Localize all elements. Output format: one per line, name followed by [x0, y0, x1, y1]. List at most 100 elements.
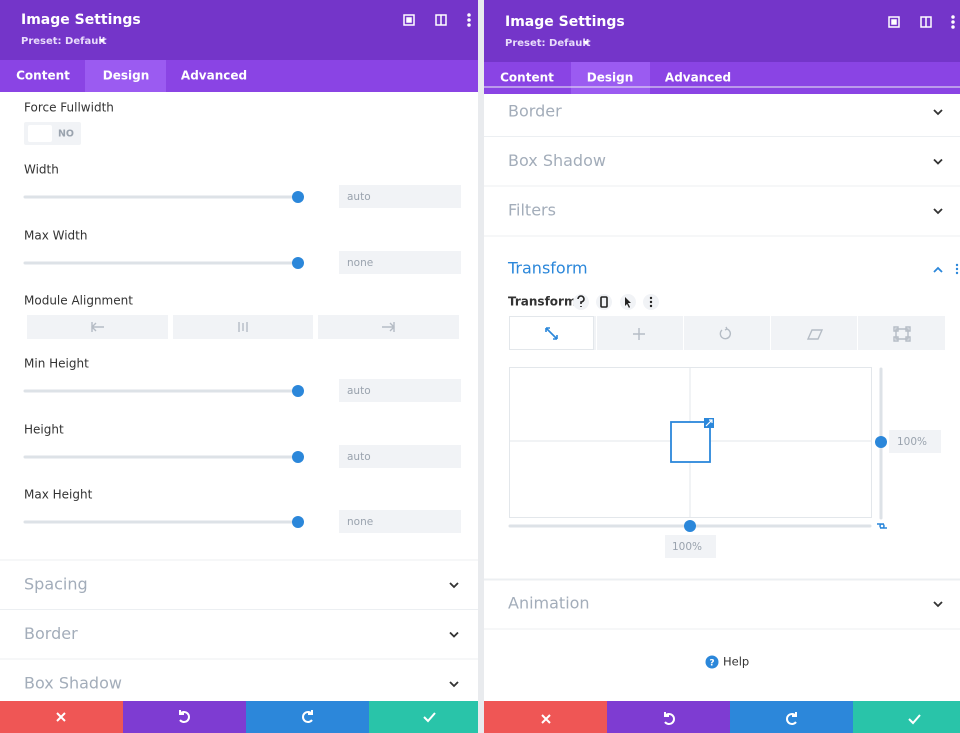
preset[interactable]: Preset: Default — [505, 38, 591, 49]
header-icons-part — [406, 17, 412, 23]
slider-knob[interactable] — [292, 385, 304, 397]
header-icons-part — [467, 23, 471, 27]
preset[interactable]: Preset: Default — [21, 36, 107, 47]
chevron-up[interactable] — [933, 266, 943, 273]
field-icons-part — [625, 297, 631, 308]
alignment-buttons-part — [238, 322, 248, 332]
active-tab — [571, 62, 650, 94]
undo-button[interactable] — [123, 701, 246, 733]
tab[interactable]: Design — [587, 71, 634, 85]
header-icons-part — [467, 18, 471, 22]
right-panel: Image Settings Preset: Default Content D… — [484, 0, 960, 94]
help-part — [705, 655, 719, 669]
scale-x-slider[interactable] — [508, 520, 872, 532]
transform-tabs-part — [633, 328, 645, 340]
alignment-buttons-part — [382, 322, 395, 332]
slider-knob[interactable] — [292, 516, 304, 528]
input-value: 100% — [897, 436, 927, 448]
section-title[interactable]: Border — [24, 624, 78, 643]
section-menu-part — [955, 267, 959, 271]
alignment-buttons[interactable] — [27, 315, 459, 339]
icon-undo — [179, 710, 190, 723]
header-icons-part — [951, 25, 955, 29]
section-title[interactable]: Animation — [508, 594, 590, 613]
section-menu[interactable] — [955, 263, 959, 275]
field-icons-part — [596, 294, 612, 310]
transform-tabs[interactable] — [509, 316, 945, 350]
tab-bar — [484, 62, 960, 94]
tab[interactable]: Advanced — [665, 71, 731, 85]
tab[interactable]: Design — [103, 69, 150, 83]
field-icons[interactable] — [573, 294, 659, 310]
input-value: auto — [347, 191, 371, 203]
header — [0, 0, 478, 60]
right-sections-bottom: Animation — [484, 578, 960, 630]
chevron[interactable] — [449, 631, 459, 638]
redo-button[interactable] — [730, 701, 853, 733]
tab[interactable]: Content — [500, 71, 554, 85]
slider-knob[interactable] — [292, 451, 304, 463]
toggle[interactable]: NO — [24, 122, 81, 145]
input[interactable] — [339, 185, 461, 208]
chevron[interactable] — [933, 109, 943, 116]
transform-tabs-part — [596, 316, 597, 350]
input[interactable] — [889, 430, 941, 453]
icon-check — [423, 712, 436, 723]
section-title[interactable]: Filters — [508, 201, 556, 220]
icon-redo — [302, 710, 313, 723]
section-title[interactable]: Box Shadow — [24, 674, 122, 693]
input[interactable] — [339, 251, 461, 274]
scale-x-slider-part — [684, 520, 696, 532]
scale-y-slider[interactable] — [875, 367, 887, 520]
tab[interactable]: Advanced — [181, 69, 247, 83]
save-button[interactable] — [369, 701, 478, 733]
input[interactable] — [339, 379, 461, 402]
slider-knob[interactable] — [292, 257, 304, 269]
redo-button[interactable] — [246, 701, 369, 733]
section-title[interactable]: Box Shadow — [508, 151, 606, 170]
alignment-buttons-part — [91, 322, 104, 332]
section-title[interactable]: Border — [508, 102, 562, 121]
header-icons-part — [467, 13, 471, 17]
icon-redo — [786, 712, 797, 725]
transform-preview-part — [670, 421, 711, 463]
right-footer — [484, 701, 960, 733]
help-text[interactable]: Help — [723, 655, 749, 669]
field-icons-part — [649, 296, 653, 300]
input[interactable] — [665, 535, 716, 558]
chevron[interactable] — [449, 681, 459, 688]
input-value: none — [347, 516, 373, 528]
help-part: ? — [709, 659, 714, 669]
header-icons-part — [888, 16, 900, 28]
chevron[interactable] — [449, 582, 459, 589]
chevron[interactable] — [933, 208, 943, 215]
icon-x — [541, 714, 551, 724]
header-icons[interactable] — [403, 13, 471, 27]
input[interactable] — [339, 445, 461, 468]
section-title[interactable]: Spacing — [24, 575, 88, 594]
input[interactable] — [339, 510, 461, 533]
header-icons-part — [951, 20, 955, 24]
tab[interactable]: Content — [16, 69, 70, 83]
discard-button[interactable] — [484, 701, 607, 733]
help[interactable]: ? Help — [705, 655, 750, 669]
transform-tabs-part — [683, 316, 684, 350]
preset-caret — [99, 39, 105, 43]
chevron[interactable] — [933, 158, 943, 165]
section-title[interactable]: Transform — [507, 259, 588, 278]
transform-tabs-part — [893, 326, 911, 342]
transform-tabs-part — [509, 316, 594, 350]
field-label: Max Height — [24, 488, 93, 502]
transform-section: Transform Transform — [484, 259, 960, 581]
save-button[interactable] — [853, 701, 960, 733]
link-icon[interactable] — [877, 523, 887, 529]
slider-knob[interactable] — [292, 191, 304, 203]
header-icons[interactable] — [888, 15, 955, 29]
chevron[interactable] — [933, 601, 943, 608]
left-panel: Image Settings Preset: Default Content D… — [0, 0, 478, 145]
field-label: Module Alignment — [24, 294, 133, 308]
field-icons-part — [649, 304, 653, 308]
separator — [478, 0, 484, 733]
